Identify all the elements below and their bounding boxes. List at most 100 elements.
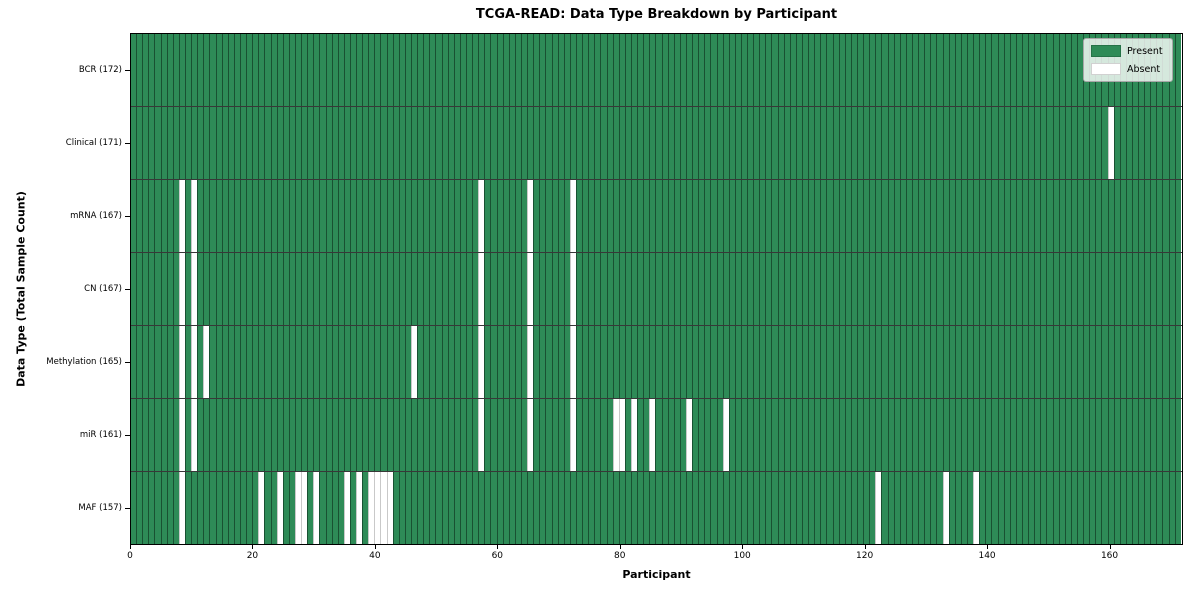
heatmap-cell	[679, 472, 686, 544]
heatmap-cell	[331, 472, 338, 544]
heatmap-cell	[1052, 326, 1059, 398]
heatmap-cell	[930, 180, 937, 252]
heatmap-cell	[490, 180, 497, 252]
heatmap-cell	[899, 180, 906, 252]
heatmap-cell	[1040, 34, 1047, 106]
heatmap-cell	[667, 107, 674, 179]
heatmap-cell	[942, 399, 949, 471]
heatmap-cell	[624, 399, 631, 471]
heatmap-cell	[142, 34, 149, 106]
heatmap-cell	[600, 326, 607, 398]
heatmap-cell	[484, 253, 491, 325]
heatmap-cell	[1015, 180, 1022, 252]
heatmap-cell	[1040, 399, 1047, 471]
heatmap-cell	[1101, 180, 1108, 252]
heatmap-cell	[356, 34, 363, 106]
heatmap-cell	[759, 253, 766, 325]
heatmap-cell	[172, 326, 179, 398]
heatmap-cell	[899, 326, 906, 398]
x-tick-mark	[497, 545, 499, 549]
plot-area	[130, 33, 1183, 545]
heatmap-cell	[698, 472, 705, 544]
heatmap-cell	[166, 34, 173, 106]
heatmap-cell	[606, 326, 613, 398]
heatmap-cell	[600, 107, 607, 179]
heatmap-cell	[966, 253, 974, 325]
heatmap-cell	[1095, 326, 1102, 398]
heatmap-cell	[740, 180, 748, 252]
heatmap-cell	[869, 180, 876, 252]
heatmap-cell	[136, 326, 143, 398]
heatmap-cell	[276, 253, 283, 325]
heatmap-cell	[191, 180, 198, 252]
heatmap-cell	[679, 180, 686, 252]
heatmap-cell	[1131, 326, 1139, 398]
heatmap-cell	[948, 180, 955, 252]
heatmap-cell	[508, 253, 515, 325]
heatmap-cell	[777, 472, 784, 544]
heatmap-cell	[582, 34, 589, 106]
heatmap-cell	[893, 472, 900, 544]
heatmap-cell	[331, 34, 338, 106]
heatmap-cell	[551, 399, 558, 471]
heatmap-cell	[1021, 107, 1029, 179]
heatmap-cell	[1064, 326, 1071, 398]
heatmap-cell	[588, 472, 595, 544]
heatmap-cell	[759, 472, 766, 544]
heatmap-cell	[685, 34, 693, 106]
heatmap-cell	[319, 107, 326, 179]
heatmap-cell	[380, 253, 387, 325]
heatmap-cell	[844, 472, 851, 544]
heatmap-cell	[258, 34, 265, 106]
heatmap-cell	[246, 253, 253, 325]
heatmap-cell	[685, 180, 693, 252]
heatmap-cell	[716, 399, 723, 471]
heatmap-cell	[1168, 326, 1175, 398]
heatmap-cell	[270, 472, 277, 544]
heatmap-cell	[881, 34, 888, 106]
heatmap-cell	[826, 107, 833, 179]
heatmap-cell	[1034, 107, 1041, 179]
heatmap-cell	[637, 180, 644, 252]
heatmap-cell	[178, 472, 185, 544]
heatmap-cell	[331, 399, 338, 471]
heatmap-cell	[979, 107, 986, 179]
heatmap-cell	[679, 399, 686, 471]
heatmap-cell	[905, 472, 912, 544]
heatmap-cell	[1046, 253, 1053, 325]
heatmap-cell	[1174, 326, 1181, 398]
heatmap-cell	[1168, 107, 1175, 179]
heatmap-cell	[417, 253, 424, 325]
heatmap-cell	[398, 399, 405, 471]
heatmap-cell	[429, 472, 436, 544]
heatmap-cell	[411, 326, 418, 398]
heatmap-cell	[1138, 253, 1145, 325]
heatmap-cell	[850, 399, 858, 471]
heatmap-cell	[936, 326, 943, 398]
heatmap-cell	[1144, 253, 1151, 325]
heatmap-cell	[643, 34, 650, 106]
heatmap-cell	[233, 399, 240, 471]
heatmap-cell	[698, 399, 705, 471]
heatmap-cell	[924, 34, 931, 106]
heatmap-cell	[472, 399, 479, 471]
heatmap-cell	[417, 472, 424, 544]
heatmap-cell	[844, 253, 851, 325]
heatmap-cell	[704, 107, 711, 179]
heatmap-cell	[1064, 180, 1071, 252]
heatmap-cell	[1150, 326, 1157, 398]
heatmap-cell	[728, 180, 735, 252]
heatmap-cell	[368, 472, 375, 544]
heatmap-cell	[1058, 34, 1065, 106]
heatmap-cell	[441, 472, 448, 544]
heatmap-cell	[912, 472, 919, 544]
heatmap-cell	[918, 472, 925, 544]
heatmap-cell	[1095, 180, 1102, 252]
heatmap-cell	[698, 107, 705, 179]
heatmap-cell	[826, 399, 833, 471]
heatmap-cell	[679, 107, 686, 179]
heatmap-cell	[795, 34, 803, 106]
heatmap-cell	[881, 399, 888, 471]
heatmap-cell	[191, 399, 198, 471]
